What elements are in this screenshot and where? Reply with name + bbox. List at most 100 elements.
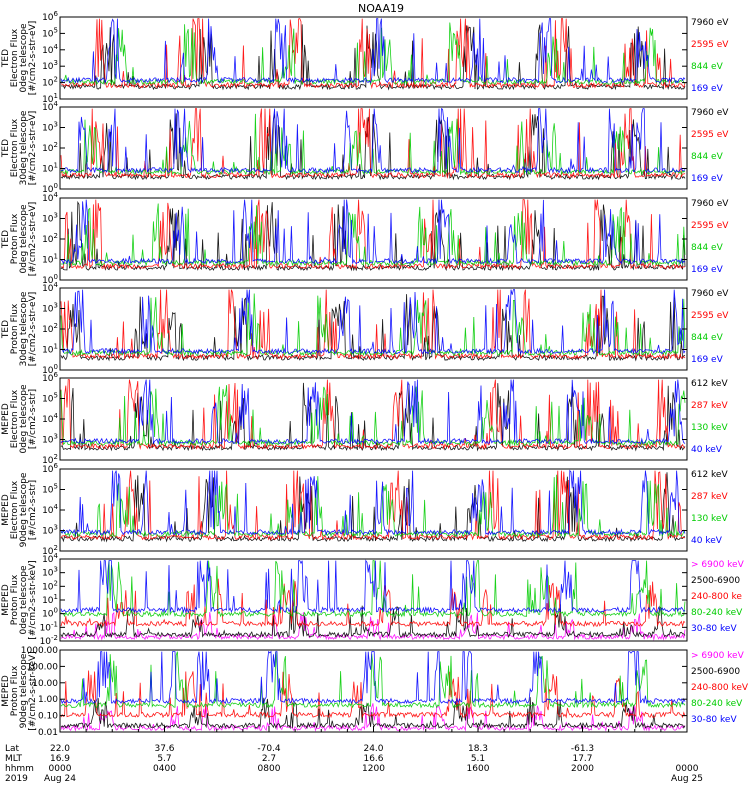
- legend-ted-proton-0deg-3: 169 eV: [691, 265, 724, 275]
- legend-ted-electron-30deg-3: 169 eV: [691, 174, 724, 184]
- legend-meped-proton-0deg-3: 80-240 keV: [691, 608, 743, 618]
- legend-meped-proton-0deg-2: 240-800 ke: [691, 592, 742, 602]
- x-tick-label: Aug 25: [671, 774, 703, 784]
- x-tick-label: -61.3: [571, 744, 594, 754]
- y-tick-label: 10-1: [40, 620, 58, 633]
- series-meped-proton-0deg-4: [60, 559, 686, 614]
- x-tick-label: 2.7: [262, 754, 276, 764]
- legend-ted-proton-0deg-2: 844 eV: [691, 243, 724, 253]
- y-axis-label: MEPEDProton Flux90deg telescope[#/cm2-s-…: [1, 651, 38, 730]
- legend-ted-electron-0deg-2: 844 eV: [691, 62, 724, 72]
- series-meped-electron-0deg-1: [60, 379, 686, 450]
- y-tick-label: 1.00: [38, 695, 58, 705]
- x-tick-label: 16.9: [50, 754, 70, 764]
- y-tick-label: 103: [42, 524, 58, 537]
- x-tick-label: 5.1: [471, 754, 485, 764]
- legend-ted-electron-0deg-3: 169 eV: [691, 84, 724, 94]
- y-tick-label: 105: [42, 26, 58, 39]
- x-tick-label: 0800: [258, 764, 281, 774]
- legend-ted-proton-0deg-0: 7960 eV: [691, 199, 729, 209]
- x-tick-label: 24.0: [363, 744, 383, 754]
- series-meped-proton-0deg-1: [60, 604, 686, 639]
- series-meped-proton-90deg-3: [60, 651, 686, 709]
- legend-meped-proton-0deg-1: 2500-6900: [691, 576, 740, 586]
- series-ted-proton-0deg-1: [60, 199, 686, 270]
- y-tick-label: 102: [42, 76, 58, 89]
- panel-frame: [59, 16, 688, 100]
- series-meped-electron-90deg-2: [60, 474, 686, 538]
- x-tick-label: 22.0: [50, 744, 70, 754]
- series-ted-proton-30deg-3: [60, 289, 686, 356]
- x-tick-label: 1600: [467, 764, 490, 774]
- legend-meped-electron-0deg-1: 287 keV: [691, 401, 728, 411]
- y-tick-label: 103: [42, 59, 58, 72]
- y-tick-label: 101: [42, 162, 58, 175]
- series-ted-proton-0deg-3: [60, 199, 686, 265]
- y-axis-label: TEDProton Flux30deg telescope[#/cm2-s-st…: [1, 291, 38, 366]
- x-tick-label: -70.4: [257, 744, 281, 754]
- y-tick-label: 102: [42, 579, 58, 592]
- legend-ted-electron-0deg-1: 2595 eV: [691, 40, 729, 50]
- legend-meped-proton-0deg-4: 30-80 keV: [691, 624, 737, 634]
- legend-meped-electron-0deg-2: 130 keV: [691, 423, 728, 433]
- legend-meped-proton-90deg-4: 30-80 keV: [691, 715, 737, 725]
- x-row-label-2: hhmm: [5, 764, 34, 774]
- y-tick-label: 103: [42, 433, 58, 446]
- series-meped-electron-90deg-1: [60, 470, 686, 541]
- y-tick-label: 1000.00: [21, 646, 58, 656]
- y-tick-label: 102: [42, 322, 58, 335]
- legend-meped-proton-90deg-1: 2500-6900: [691, 667, 740, 677]
- x-tick-label: 0000: [49, 764, 72, 774]
- figure-title: NOAA19: [358, 2, 404, 15]
- y-tick-label: 0.01: [38, 728, 58, 738]
- y-tick-label: 10.00: [32, 679, 58, 689]
- y-tick-label: 102: [42, 141, 58, 154]
- series-meped-proton-0deg-3: [60, 560, 686, 618]
- y-tick-label: 101: [42, 253, 58, 266]
- legend-ted-electron-30deg-0: 7960 eV: [691, 108, 729, 118]
- y-axis-label: TEDElectron Flux30deg telescope[#/cm2-s-…: [1, 110, 38, 185]
- y-tick-label: 103: [42, 121, 58, 134]
- legend-ted-electron-30deg-1: 2595 eV: [691, 130, 729, 140]
- x-tick-label: 1200: [362, 764, 385, 774]
- legend-meped-proton-90deg-2: 240-800 keV: [691, 683, 749, 693]
- legend-ted-proton-30deg-3: 169 eV: [691, 355, 724, 365]
- legend-ted-proton-0deg-1: 2595 eV: [691, 221, 729, 231]
- panel-meped-proton-90deg: 0.01 0.10 1.00 10.00 100.00 1000.00MEPEDProto…: [1, 646, 749, 738]
- series-ted-electron-0deg-2: [60, 22, 686, 86]
- x-row-label-3: 2019: [5, 774, 28, 784]
- y-axis-label: MEPEDProton Flux0deg telescope[#/cm2-s-s…: [1, 560, 38, 639]
- legend-meped-proton-90deg-0: > 6900 keV: [691, 651, 745, 661]
- y-tick-label: 0.10: [38, 712, 58, 722]
- y-tick-label: 103: [42, 566, 58, 579]
- x-tick-label: 16.6: [363, 754, 383, 764]
- legend-ted-proton-30deg-0: 7960 eV: [691, 289, 729, 299]
- y-tick-label: 104: [42, 412, 58, 425]
- x-tick-label: 17.7: [572, 754, 592, 764]
- y-tick-label: 104: [42, 503, 58, 516]
- y-axis-label: MEPEDElectron Flux0deg telescope[#/cm2-s…: [1, 384, 38, 454]
- legend-meped-proton-0deg-0: > 6900 keV: [691, 560, 745, 570]
- series-meped-proton-90deg-2: [60, 670, 686, 719]
- y-tick-label: 102: [42, 232, 58, 245]
- y-tick-label: 105: [42, 483, 58, 496]
- y-tick-label: 105: [42, 392, 58, 405]
- legend-ted-proton-30deg-2: 844 eV: [691, 333, 724, 343]
- legend-meped-electron-90deg-0: 612 keV: [691, 470, 728, 480]
- y-tick-label: 106: [42, 10, 58, 23]
- series-ted-electron-0deg-3: [60, 18, 686, 85]
- x-tick-label: 37.6: [154, 744, 174, 754]
- series-meped-electron-0deg-3: [60, 379, 686, 445]
- series-meped-proton-90deg-4: [60, 650, 686, 705]
- series-meped-electron-90deg-3: [60, 469, 686, 536]
